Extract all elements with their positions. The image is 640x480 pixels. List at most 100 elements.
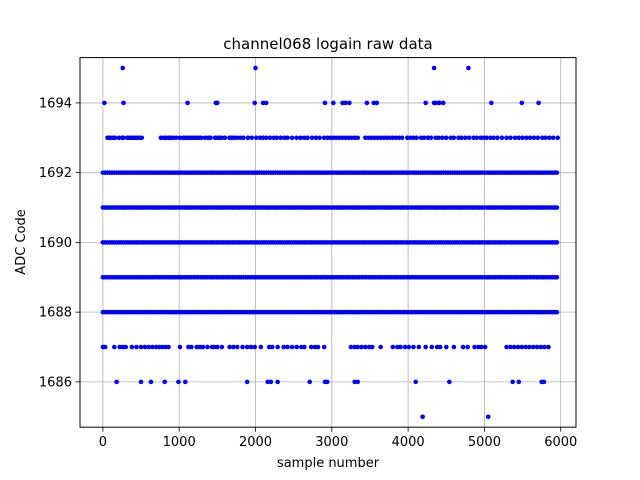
data-point <box>302 344 307 350</box>
data-point <box>516 135 522 141</box>
data-point <box>508 344 513 350</box>
data-point <box>519 344 525 350</box>
data-point <box>244 379 250 385</box>
y-tick-label: 1694 <box>39 96 72 111</box>
data-point <box>443 135 449 141</box>
data-point <box>355 344 361 350</box>
data-point <box>447 379 452 385</box>
y-tick-label: 1688 <box>39 306 72 321</box>
data-point <box>510 379 515 385</box>
data-point <box>112 135 118 141</box>
data-point <box>166 344 171 350</box>
data-point <box>177 344 183 350</box>
data-point <box>440 100 446 106</box>
data-point <box>289 135 295 141</box>
data-point <box>546 344 551 350</box>
data-point <box>527 344 532 350</box>
data-point <box>289 344 295 350</box>
data-point <box>524 135 529 141</box>
data-point <box>538 344 544 350</box>
data-point <box>321 344 327 350</box>
data-point <box>423 344 428 350</box>
data-point <box>546 135 552 141</box>
data-point <box>443 344 449 350</box>
data-point <box>139 135 145 141</box>
data-point <box>402 344 408 350</box>
data-point <box>231 344 236 350</box>
data-point <box>519 100 525 106</box>
data-point <box>411 344 416 350</box>
data-point <box>298 135 303 141</box>
chart-title: channel068 logain raw data <box>223 35 432 53</box>
data-point <box>205 344 210 350</box>
y-axis-label: ADC Code <box>14 209 29 274</box>
data-point <box>431 65 437 71</box>
data-point <box>504 344 509 350</box>
data-point <box>112 344 117 350</box>
x-axis-label: sample number <box>277 456 380 471</box>
data-point <box>428 135 434 141</box>
data-point <box>313 135 319 141</box>
x-tick-label: 6000 <box>544 435 577 450</box>
data-point <box>554 205 560 210</box>
data-point <box>414 135 419 141</box>
data-point <box>120 65 126 71</box>
data-point <box>241 135 246 141</box>
data-point <box>451 344 457 350</box>
y-tick-label: 1690 <box>39 236 72 251</box>
data-point <box>317 135 322 141</box>
data-point <box>484 135 490 141</box>
data-point <box>222 135 228 141</box>
data-point <box>535 135 541 141</box>
data-point <box>406 344 412 350</box>
data-point <box>550 135 556 141</box>
data-point <box>451 135 457 141</box>
data-point <box>281 344 287 350</box>
data-point <box>523 344 528 350</box>
x-tick-label: 3000 <box>315 435 348 450</box>
data-point <box>331 100 336 106</box>
data-point <box>437 100 442 106</box>
data-point <box>440 135 445 141</box>
data-point <box>398 344 403 350</box>
data-point <box>416 344 422 350</box>
data-point <box>263 135 269 141</box>
data-point <box>495 135 500 141</box>
y-tick-label: 1692 <box>39 166 72 181</box>
data-point <box>489 100 494 106</box>
data-point <box>102 100 107 106</box>
data-point <box>227 344 232 350</box>
data-point <box>183 379 188 385</box>
data-point <box>138 379 144 385</box>
data-point <box>162 379 167 385</box>
data-point <box>482 344 488 350</box>
data-point <box>208 135 213 141</box>
data-point <box>530 344 536 350</box>
data-point <box>463 135 468 141</box>
data-point <box>421 135 427 141</box>
data-point <box>413 379 419 385</box>
data-point <box>554 170 560 175</box>
data-point <box>123 344 129 350</box>
data-point <box>134 344 139 350</box>
data-point <box>390 344 396 350</box>
data-point <box>240 344 245 350</box>
data-point <box>274 135 280 141</box>
y-axis: 1686 1688 1690 1692 1694 <box>39 96 80 390</box>
data-point <box>315 344 321 350</box>
data-point <box>355 135 361 141</box>
data-point <box>512 135 518 141</box>
x-tick-label: 1000 <box>163 435 196 450</box>
data-point <box>249 135 254 141</box>
data-point <box>491 135 496 141</box>
data-point <box>437 344 443 350</box>
data-point <box>465 344 470 350</box>
data-point <box>305 135 310 141</box>
data-point <box>460 344 466 350</box>
data-point <box>248 344 254 350</box>
data-point <box>554 240 560 245</box>
data-point <box>355 379 361 385</box>
data-point <box>363 344 368 350</box>
data-point <box>554 309 560 315</box>
